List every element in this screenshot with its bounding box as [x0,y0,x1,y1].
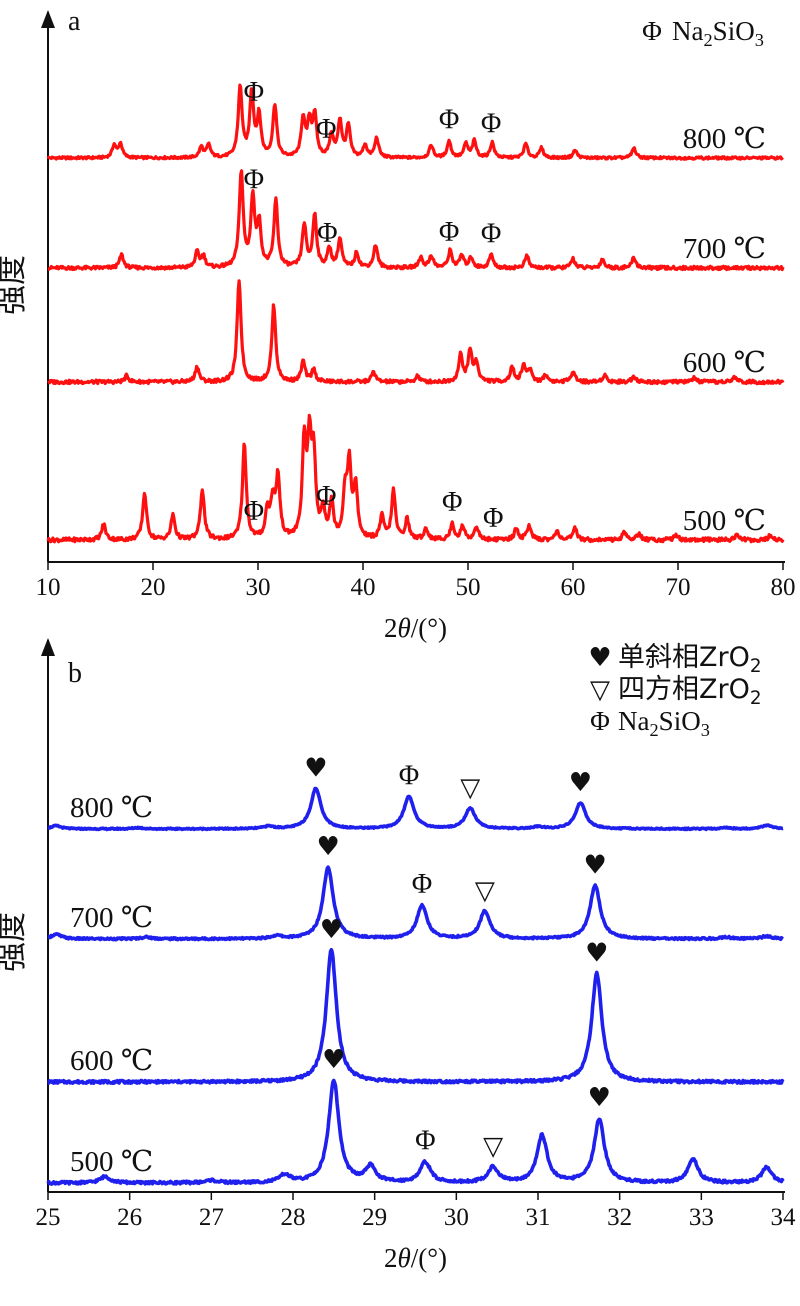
y-axis-title: 强度 [0,912,30,972]
legend-entry: Φ Na2SiO3 [590,706,710,740]
series-label: 500 ℃ [70,1146,153,1178]
x-tick-label: 20 [141,574,166,601]
legend-label: Na2SiO3 [618,706,710,740]
series-label: 700 ℃ [683,233,766,265]
series-line [47,279,785,386]
na2sio3-marker: Φ [483,503,503,534]
series-700c: 700 ℃ ♥ Φ ▽ ♥ [47,832,784,942]
monoclinic-marker: ♥ [588,1083,611,1113]
x-tick-label: 50 [456,574,481,601]
x-axis-title: 2θ/(°) [384,613,447,643]
series-700c: 700 ℃ΦΦ Φ Φ [47,164,785,272]
series-800c: 800 ℃ ♥ Φ ▽ ♥ [47,753,784,832]
series-label: 800 ℃ [70,792,153,824]
na2sio3-marker: Φ [442,487,462,518]
x-tick-label: 70 [666,574,691,601]
na2sio3-marker: Φ [415,1126,435,1157]
legend-symbol: ♥ [588,643,611,673]
legend-label: 单斜相ZrO2 [618,642,762,677]
x-tick-label: 31 [526,1204,551,1231]
series-800c: 800 ℃ΦΦ Φ Φ [46,77,784,161]
x-tick-label: 33 [689,1204,714,1231]
legend-entry: Φ Na2SiO3 [642,16,764,50]
tetragonal-marker: ▽ [475,876,495,906]
monoclinic-marker: ♥ [316,832,339,862]
series-line [46,1078,785,1186]
tetragonal-marker: ▽ [483,1131,503,1161]
series-line [46,413,785,544]
legend-symbol: Φ [590,706,610,736]
legend-label: Na2SiO3 [672,16,764,50]
x-tick-label: 34 [771,1204,797,1231]
legend-label: 四方相ZrO2 [618,674,762,709]
x-tick-label: 80 [771,574,796,601]
x-tick-label: 60 [561,574,586,601]
na2sio3-marker: Φ [481,109,501,140]
na2sio3-marker: Φ [481,218,501,249]
series-label: 600 ℃ [683,347,766,379]
x-tick-label: 26 [117,1204,142,1231]
legend-symbol: Φ [642,16,662,46]
na2sio3-marker: Φ [439,217,459,248]
series-line [47,786,784,832]
na2sio3-marker: Φ [244,164,264,195]
legend-entry: ♥ 单斜相ZrO2 [588,642,761,677]
x-tick-label: 28 [281,1204,306,1231]
series-line [47,865,784,942]
na2sio3-marker: Φ [399,760,419,791]
y-axis-arrow [41,10,55,28]
x-tick-label: 30 [246,574,271,601]
series-line [47,169,785,272]
series-label: 600 ℃ [70,1045,153,1077]
y-axis-title: 强度 [0,255,30,315]
tetragonal-marker: ▽ [460,773,480,803]
monoclinic-marker: ♥ [304,753,327,783]
series-500c: 500 ℃ ♥ Φ ▽ ♥ [46,1045,785,1186]
series-label: 500 ℃ [683,505,766,537]
monoclinic-marker: ♥ [569,768,592,798]
na2sio3-marker: Φ [439,104,459,135]
monoclinic-marker: ♥ [584,850,607,880]
na2sio3-marker: Φ [412,869,432,900]
monoclinic-marker: ♥ [585,939,608,969]
series-600c: 600 ℃ ♥ ♥ [47,915,785,1085]
legend-entry: ▽ 四方相ZrO2 [590,674,762,709]
na2sio3-marker: Φ [316,114,336,145]
legend-symbol: ▽ [590,675,610,705]
x-tick-label: 29 [362,1204,387,1231]
x-tick-label: 32 [607,1204,632,1231]
series-label: 700 ℃ [70,902,153,934]
series-600c: 600 ℃ [47,279,785,386]
x-tick-label: 25 [36,1204,61,1231]
x-tick-label: 30 [444,1204,469,1231]
x-tick-label: 10 [36,574,61,601]
series-line [47,948,785,1085]
na2sio3-marker: Φ [244,77,264,108]
x-axis-title: 2θ/(°) [384,1243,447,1273]
x-tick-label: 27 [199,1204,224,1231]
na2sio3-marker: Φ [244,496,264,527]
monoclinic-marker: ♥ [320,915,343,945]
na2sio3-marker: Φ [316,481,336,512]
monoclinic-marker: ♥ [322,1045,345,1075]
panel-label: a [68,6,81,37]
series-500c: 500 ℃Φ Φ ΦΦ [46,413,785,544]
x-tick-label: 40 [351,574,376,601]
series-label: 800 ℃ [683,123,766,155]
panel-label: b [68,658,82,689]
series-line [46,83,784,161]
na2sio3-marker: Φ [317,218,337,249]
y-axis-arrow [41,638,55,656]
